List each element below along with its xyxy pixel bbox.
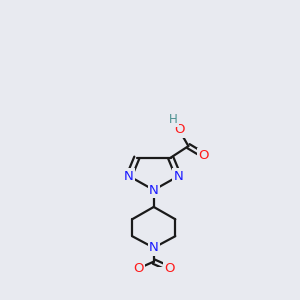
- Text: O: O: [164, 262, 174, 275]
- Text: O: O: [174, 123, 184, 136]
- Text: O: O: [199, 149, 209, 162]
- Text: H: H: [169, 113, 177, 126]
- Text: N: N: [149, 184, 159, 196]
- Text: N: N: [124, 169, 134, 183]
- Text: O: O: [133, 262, 144, 275]
- Text: N: N: [173, 169, 183, 183]
- Text: N: N: [149, 241, 159, 254]
